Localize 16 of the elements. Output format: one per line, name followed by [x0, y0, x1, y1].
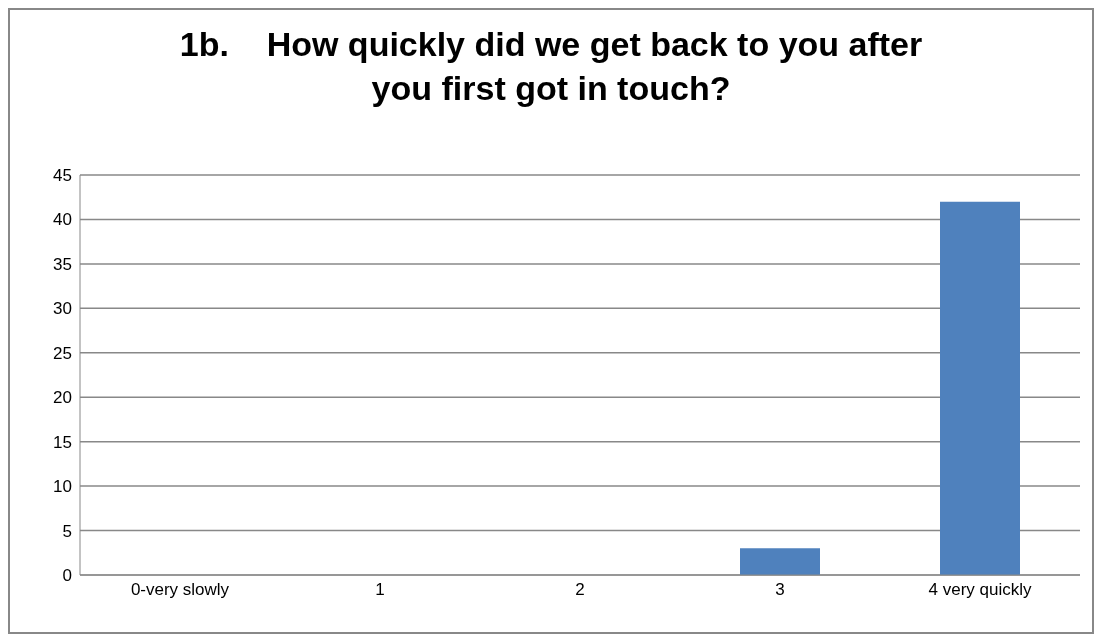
x-tick-label: 4 very quickly — [928, 580, 1032, 600]
y-tick-label: 25 — [53, 343, 72, 363]
y-tick-label: 10 — [53, 477, 72, 497]
y-tick-label: 5 — [62, 521, 72, 541]
chart-title: 1b. How quickly did we get back to you after you first got in touch? — [178, 24, 924, 109]
y-tick-label: 45 — [53, 166, 72, 186]
x-tick-label: 0-very slowly — [130, 580, 230, 600]
y-tick-label: 20 — [53, 388, 72, 408]
x-tick-label: 2 — [575, 580, 585, 600]
y-tick-label: 40 — [53, 210, 72, 230]
x-tick-label: 1 — [375, 580, 385, 600]
x-tick-label: 3 — [775, 580, 785, 600]
y-tick-label: 30 — [53, 299, 72, 319]
y-tick-label: 0 — [62, 566, 72, 586]
y-tick-label: 15 — [53, 432, 72, 452]
y-tick-label: 35 — [53, 254, 72, 274]
